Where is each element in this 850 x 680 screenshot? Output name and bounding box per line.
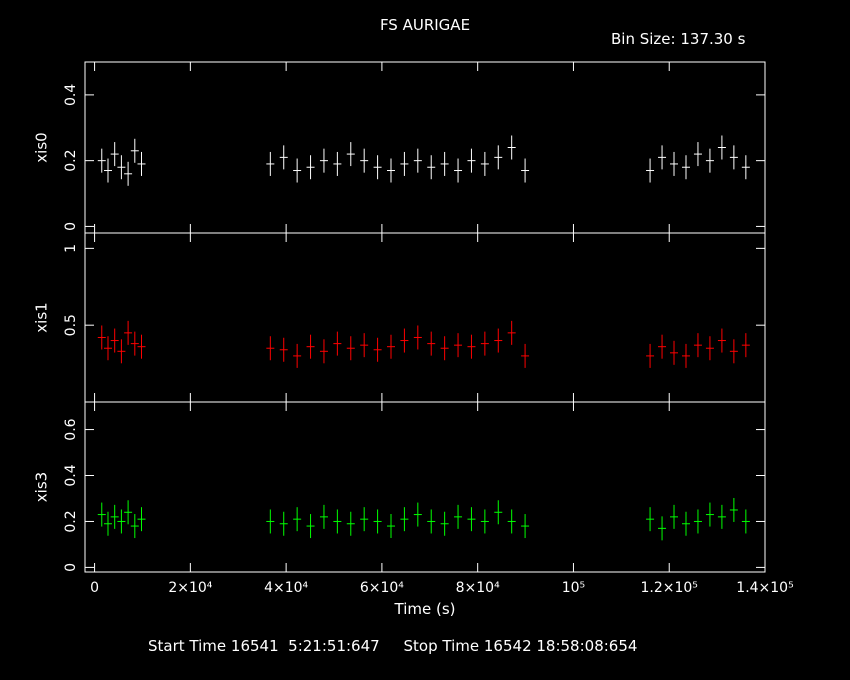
xis0-y-tick-label: 0 bbox=[63, 222, 79, 231]
x-tick-label: 4×10⁴ bbox=[264, 580, 308, 596]
x-tick-label: 1.4×10⁵ bbox=[736, 580, 793, 596]
x-tick-label: 0 bbox=[90, 580, 99, 596]
stop-time-label: Stop Time bbox=[403, 637, 480, 655]
x-tick-label: 8×10⁴ bbox=[456, 580, 500, 596]
chart-title: FS AURIGAE bbox=[379, 16, 471, 34]
x-tick-label: 10⁵ bbox=[562, 580, 585, 596]
xis1-panel-frame bbox=[84, 232, 766, 403]
xis0-panel-frame bbox=[84, 61, 766, 234]
x-tick-label: 1.2×10⁵ bbox=[641, 580, 698, 596]
xis0-y-tick-label: 0.4 bbox=[63, 84, 79, 106]
xis3-y-tick-label: 0.4 bbox=[63, 464, 79, 486]
xis3-y-tick-label: 0.2 bbox=[63, 510, 79, 532]
xis3-panel-frame bbox=[84, 401, 766, 573]
stop-time-value: 16542 18:58:08:654 bbox=[483, 637, 638, 655]
start-time-value: 16541 5:21:51:647 bbox=[230, 637, 380, 655]
bin-size-label: Bin Size: bbox=[611, 30, 676, 48]
xis0-y-axis-label: xis0 bbox=[33, 132, 51, 162]
x-tick-label: 2×10⁴ bbox=[168, 580, 212, 596]
xis3-y-axis-label: xis3 bbox=[33, 472, 51, 502]
start-time-label: Start Time bbox=[148, 637, 227, 655]
bin-size-value: 137.30 s bbox=[680, 30, 746, 48]
xis1-y-axis-label: xis1 bbox=[33, 302, 51, 332]
time-range-footer: Start Time 16541 5:21:51:647 Stop Time 1… bbox=[148, 637, 637, 655]
bin-size-readout: Bin Size: 137.30 s bbox=[611, 30, 745, 48]
xis1-y-tick-label: 1 bbox=[63, 244, 79, 253]
x-axis-label: Time (s) bbox=[394, 600, 456, 618]
xis1-y-tick-label: 0.5 bbox=[63, 314, 79, 336]
xis0-y-tick-label: 0.2 bbox=[63, 150, 79, 172]
xis3-y-tick-label: 0.6 bbox=[63, 418, 79, 440]
x-tick-label: 6×10⁴ bbox=[360, 580, 404, 596]
xis3-y-tick-label: 0 bbox=[63, 563, 79, 572]
